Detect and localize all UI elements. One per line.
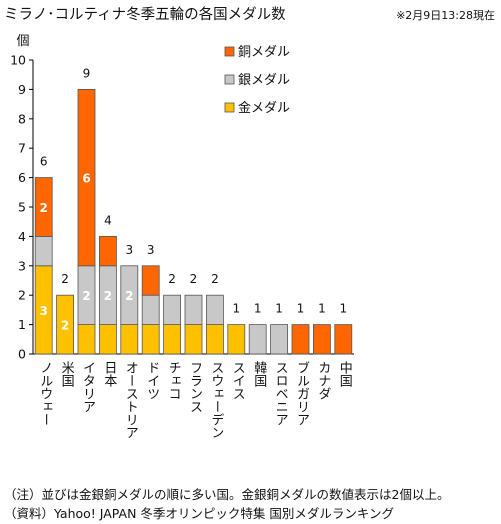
bar-segment [163,294,182,326]
legend-label: 銅メダル [238,45,290,60]
bar-segment-label: 2 [61,319,69,333]
x-tick-label: ドイツ [144,361,159,400]
bar-total-label: 6 [40,155,48,169]
bar-total-label: 1 [339,302,347,316]
bar-segment [163,324,182,355]
bar-segment [99,324,117,355]
bar-total-label: 2 [61,272,69,286]
bar-segment [205,294,224,326]
bar-segment-label: 2 [40,201,48,215]
bar-total-label: 1 [275,302,283,316]
bar-segment [120,324,139,355]
bar-segment [334,324,353,355]
legend-swatch [224,74,235,85]
x-tick-label: スイス [230,361,245,400]
y-axis-label: 個 [16,34,29,49]
y-tick-label: 4 [18,229,26,244]
legend-swatch [224,102,235,113]
y-tick-label: 0 [18,347,26,362]
bar-total-label: 2 [190,272,198,286]
x-tick-label: スウェーデン [208,361,223,439]
bar-segment [291,324,310,355]
x-tick-label: オーストリア [123,361,138,439]
bar-total-label: 2 [211,272,219,286]
bar-segment [141,265,160,296]
bar-segment [205,324,224,355]
bar-segment [34,235,53,267]
medal-chart: 個012345678910326ノルウェー22米国269イタリア24日本23オー… [10,34,354,439]
bar-total-label: 1 [254,302,262,316]
bar-segment [77,324,96,355]
x-tick-label: カナダ [315,361,330,400]
bar-total-label: 2 [168,272,176,286]
x-tick-label: スロベニア [273,361,289,426]
source-note: （資料）Yahoo! JAPAN 冬季オリンピック特集 国別メダルランキング [4,506,395,521]
bar-total-label: 9 [83,66,91,80]
timestamp: ※2月9日13:28現在 [396,9,495,22]
bar-segment-label: 3 [40,304,48,318]
x-tick-label: チェコ [166,361,181,400]
bar-segment [270,324,289,355]
x-tick-label: フランス [187,361,202,413]
legend-swatch [224,46,235,57]
bar-segment-label: 2 [125,289,133,303]
bar-segment [56,294,74,355]
bar-total-label: 3 [125,243,133,257]
y-tick-label: 10 [10,53,26,68]
bar-segment [141,294,160,326]
bar-total-label: 4 [104,213,112,227]
bar-segment [141,324,160,355]
x-tick-label: 日本 [101,361,117,387]
bar-total-label: 1 [297,302,305,316]
footnote: （注）並びは金銀銅メダルの順に多い国。金銀銅メダルの数値表示は2個以上。 [4,487,450,502]
y-tick-label: 5 [18,200,26,215]
bar-segment [227,324,246,355]
y-tick-label: 2 [18,288,26,303]
bar-total-label: 1 [232,302,240,316]
x-tick-label: ノルウェー [37,361,52,426]
bar-segment-label: 2 [82,289,90,303]
y-tick-label: 1 [18,317,26,332]
x-tick-label: 韓国 [251,361,267,387]
x-tick-label: イタリア [80,361,95,413]
bar-total-label: 1 [318,302,326,316]
bar-segment-label: 6 [82,172,90,186]
page-title: ミラノ･コルティナ冬季五輪の各国メダル数 [4,7,286,23]
x-tick-label: 中国 [337,361,352,387]
y-tick-label: 7 [18,141,26,156]
bar-segment [99,235,117,267]
bar-segment-label: 2 [104,289,112,303]
x-tick-label: 米国 [59,361,75,387]
y-tick-label: 3 [18,258,26,273]
x-tick-label: ブルガリア [294,360,309,426]
bar-segment [120,265,139,325]
bar-segment [77,89,96,267]
legend-label: 銀メダル [238,73,290,88]
bar-segment [312,324,331,355]
bar-segment [248,324,267,355]
bar-segment [184,324,203,355]
bar-segment [184,294,203,326]
bar-total-label: 3 [147,243,155,257]
legend-label: 金メダル [238,100,290,116]
y-tick-label: 9 [18,82,26,97]
bar-segment [34,177,53,237]
y-tick-label: 8 [18,111,26,126]
y-tick-label: 6 [18,170,26,185]
